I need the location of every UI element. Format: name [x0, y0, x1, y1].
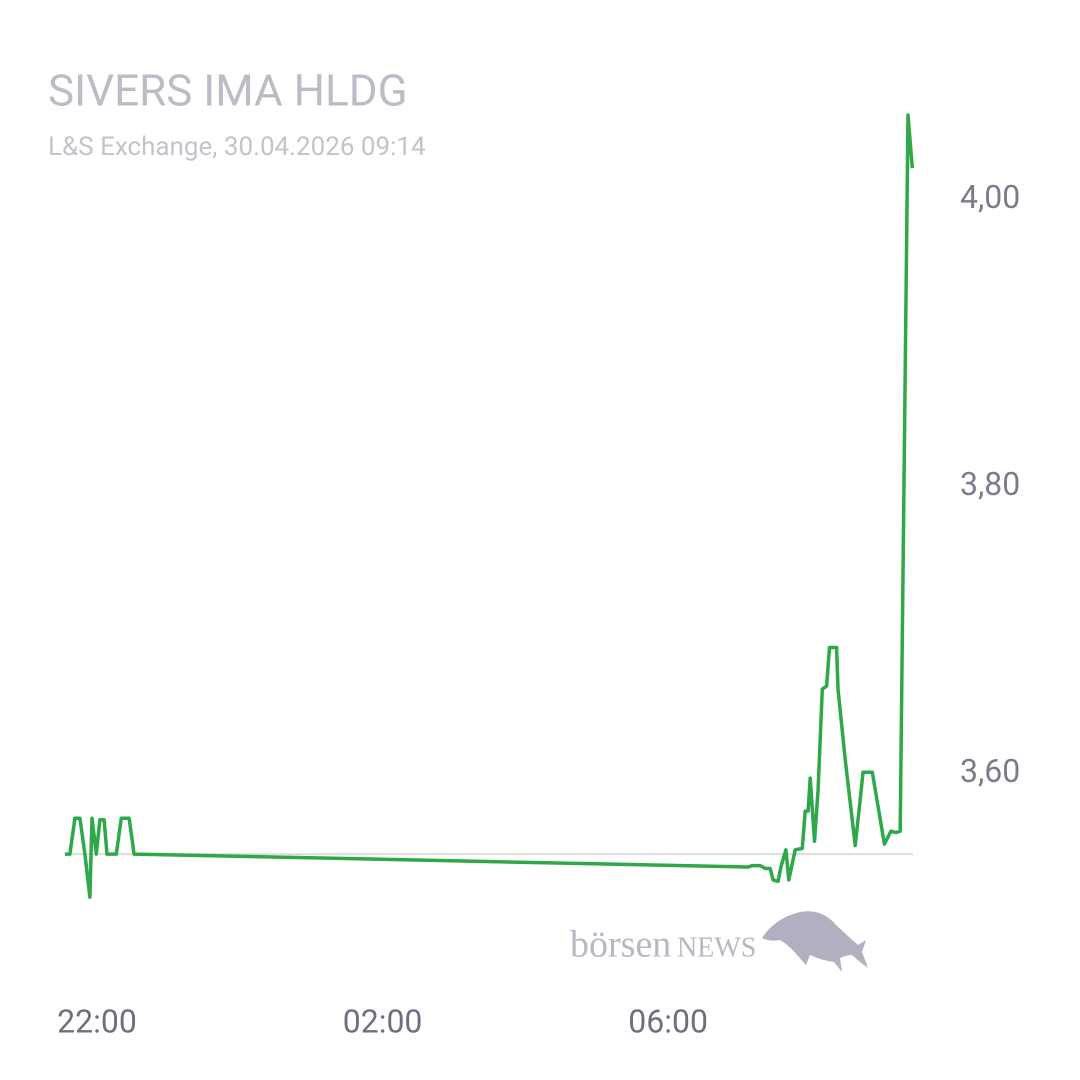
logo-bull [762, 911, 868, 972]
chart-title: SIVERS IMA HLDG [48, 65, 408, 117]
y-tick-label: 3,60 [960, 752, 1020, 790]
price-line [64, 113, 915, 899]
x-tick-label: 06:00 [628, 1002, 708, 1040]
x-tick-label: 02:00 [343, 1002, 423, 1040]
logo: börsen NEWS [570, 911, 868, 972]
chart-subtitle: L&S Exchange, 30.04.2026 09:14 [48, 132, 426, 162]
y-tick-label: 4,00 [960, 178, 1020, 216]
y-tick-label: 3,80 [960, 465, 1020, 503]
logo-text: börsen [570, 924, 671, 966]
logo-text: NEWS [677, 932, 756, 963]
x-tick-label: 22:00 [57, 1002, 137, 1040]
